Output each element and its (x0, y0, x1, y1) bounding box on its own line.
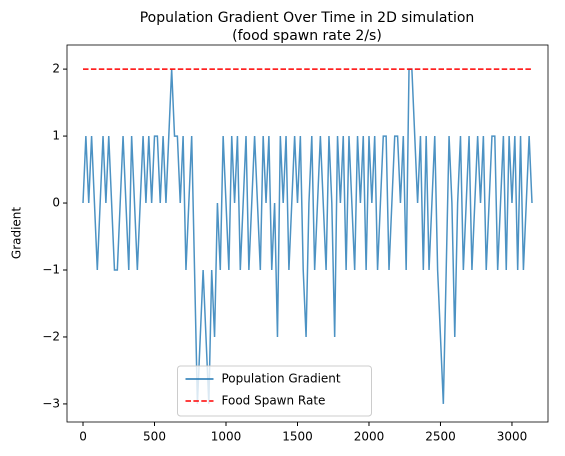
y-tick-label: 0 (52, 196, 60, 210)
y-tick-label: −1 (42, 262, 60, 276)
x-tick-label: 2000 (354, 430, 385, 444)
x-tick-label: 1000 (211, 430, 242, 444)
x-tick-label: 500 (143, 430, 166, 444)
x-tick-label: 0 (79, 430, 87, 444)
x-tick-label: 3000 (497, 430, 528, 444)
chart-subtitle: (food spawn rate 2/s) (232, 28, 382, 44)
series-line (82, 68, 533, 404)
legend-label: Food Spawn Rate (222, 394, 326, 408)
y-tick-label: −3 (42, 396, 60, 410)
legend-label: Population Gradient (222, 372, 341, 386)
x-tick-label: 2500 (425, 430, 456, 444)
y-tick-label: −2 (42, 329, 60, 343)
y-tick-label: 1 (52, 129, 60, 143)
chart-title: Population Gradient Over Time in 2D simu… (140, 10, 475, 26)
y-axis-label: Gradient (10, 207, 24, 260)
legend-box (177, 365, 372, 417)
plot-frame (66, 44, 549, 423)
y-tick-label: 2 (52, 62, 60, 76)
x-tick-label: 1500 (282, 430, 313, 444)
